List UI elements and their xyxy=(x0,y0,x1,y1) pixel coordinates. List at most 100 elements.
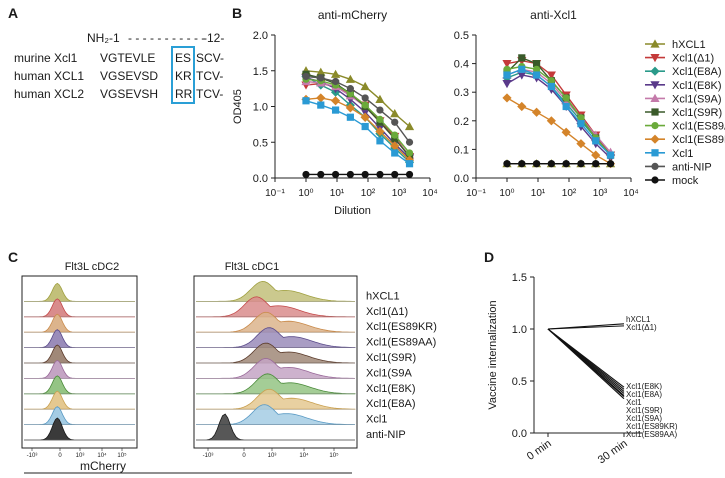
x-tick-label: 10³ xyxy=(593,188,608,199)
panel-b-letter: B xyxy=(232,5,242,21)
y-tick-label: 0.5 xyxy=(454,30,469,42)
histogram-label-hxcl1: hXCL1 xyxy=(366,290,400,302)
data-point-xcl1-es89aa- xyxy=(405,149,414,157)
data-point-xcl1 xyxy=(376,137,384,145)
series-label-xcl1-es89aa-: Xcl1(ES89AA) xyxy=(626,430,677,439)
y-tick-label: 0.4 xyxy=(454,59,469,71)
data-point-xcl1-es89kr- xyxy=(502,93,512,103)
data-point-xcl1-es89kr- xyxy=(576,139,586,149)
panel-d: D 0.0 0.5 1.0 1.5 Vaccine internalization 0 m… xyxy=(484,249,678,466)
data-point-anti-nip xyxy=(346,85,354,93)
x-tick-label: 10⁰ xyxy=(499,188,514,199)
legend-label-anti-nip: anti-NIP xyxy=(672,161,712,173)
data-point-xcl1-es89kr- xyxy=(531,107,542,117)
x-tick-label: 0 min xyxy=(525,438,554,463)
histogram-tick-label: 10⁴ xyxy=(299,452,309,459)
legend-marker-xcl1 xyxy=(651,149,659,157)
histogram-label-xcl1-es89kr-: Xcl1(ES89KR) xyxy=(366,321,437,333)
chart-d-internalization: 0.0 0.5 1.0 1.5 Vaccine internalization 0 min… xyxy=(487,272,678,466)
seq-row-post: TCV- xyxy=(196,87,223,101)
data-point-xcl1 xyxy=(547,82,555,91)
seq-header-right: -12- xyxy=(203,31,224,45)
data-point-xcl1-es89aa- xyxy=(577,114,585,122)
data-point-mock xyxy=(302,170,310,179)
data-point-mock xyxy=(405,170,414,179)
y-tick-label: 0.0 xyxy=(253,173,268,185)
seq-row-pre: VGSEVSD xyxy=(100,69,158,83)
y-tick-label: 1.0 xyxy=(253,102,268,114)
chart-b-legend: hXCL1 Xcl1(Δ1)Xcl1(E8A) Xcl1(E8K)Xcl1(S9A)… xyxy=(645,39,725,187)
series-label-hxcl1: hXCL1 xyxy=(626,315,651,324)
data-point-mock xyxy=(518,160,526,168)
data-point-mock xyxy=(503,160,511,168)
data-point-mock xyxy=(592,160,600,168)
panel-c: C Flt3L cDC2 Flt3L cDC1 hXCL1 Xcl1(Δ1) Xcl… xyxy=(8,249,437,474)
y-tick-label: 0.0 xyxy=(454,173,469,185)
panel-d-letter: D xyxy=(484,249,494,265)
data-point-xcl1 xyxy=(331,106,340,114)
data-point-xcl1 xyxy=(562,102,570,111)
data-point-xcl1 xyxy=(302,97,310,105)
y-tick-label: 0.1 xyxy=(454,144,469,156)
seq-row-label: human XCL2 xyxy=(14,87,84,101)
data-point-xcl1-es89aa- xyxy=(346,90,354,98)
histogram-tick-label: 0 xyxy=(242,453,246,459)
data-point-anti-nip xyxy=(302,72,310,81)
data-point-mock xyxy=(317,170,325,179)
data-point-xcl1-es89kr- xyxy=(390,141,400,151)
data-point-xcl1-es89aa- xyxy=(503,65,511,73)
seq-row-pre: VGTEVLE xyxy=(100,51,155,65)
data-point-mock xyxy=(391,170,399,179)
histogram-tick-label: -10³ xyxy=(203,453,214,459)
legend-label-mock: mock xyxy=(672,175,699,187)
histogram-tick-label: 10⁴ xyxy=(97,452,107,459)
legend-marker-xcl1-s9a- xyxy=(650,93,660,102)
data-point-xcl1-es89aa- xyxy=(532,65,541,73)
series-label-xcl1-e8a-: Xcl1(E8A) xyxy=(626,390,662,399)
data-point-xcl1 xyxy=(606,151,615,159)
histogram-tick-label: 0 xyxy=(58,453,62,459)
x-tick-label: 10⁴ xyxy=(623,188,638,199)
data-point-anti-nip xyxy=(331,77,340,86)
data-point-mock xyxy=(547,160,555,168)
series-label-xcl1: Xcl1 xyxy=(626,398,642,407)
y-axis-label: OD405 xyxy=(232,89,244,124)
y-tick-label: 0.5 xyxy=(253,137,268,149)
x-tick-label: 10¹ xyxy=(531,188,546,199)
seq-row-box: RR xyxy=(175,87,193,101)
data-point-hxcl1 xyxy=(404,121,415,131)
histogram-cdc1-title: Flt3L cDC1 xyxy=(225,261,280,273)
data-point-xcl1-1- xyxy=(546,71,556,80)
seq-highlight-box xyxy=(171,46,195,104)
data-point-xcl1 xyxy=(405,160,414,168)
data-point-xcl1 xyxy=(317,101,325,109)
histogram-stacks: hXCL1 Xcl1(Δ1) Xcl1(ES89KR) Xcl1(ES89AA) Xcl… xyxy=(24,280,437,459)
histogram-tick-label: 10³ xyxy=(268,453,277,459)
data-point-mock xyxy=(577,160,585,168)
x-axis-label: Dilution xyxy=(334,205,371,217)
legend-marker-xcl1-es89aa- xyxy=(651,122,659,130)
data-point-xcl1-e8k- xyxy=(502,80,512,89)
series-label-xcl1-s9r-: Xcl1(S9R) xyxy=(626,406,663,415)
data-point-xcl1 xyxy=(518,65,526,73)
data-point-hxcl1 xyxy=(375,94,385,103)
x-tick-label: 10² xyxy=(361,188,376,199)
seq-row-pre: VGSEVSH xyxy=(100,87,158,101)
data-point-mock xyxy=(376,170,384,179)
data-point-xcl1 xyxy=(577,120,585,128)
legend-marker-hxcl1 xyxy=(650,39,660,48)
legend-label-xcl1-s9r-: Xcl1(S9R) xyxy=(672,107,722,119)
data-point-xcl1-es89kr- xyxy=(561,127,571,137)
data-point-mock xyxy=(361,170,369,179)
chart-title-anti-xcl1: anti-Xcl1 xyxy=(530,8,577,22)
y-tick-label: 0.5 xyxy=(512,376,527,388)
histogram-cdc2-title: Flt3L cDC2 xyxy=(65,261,120,273)
seq-header-dashes: - - - - - - - - - - - xyxy=(128,31,205,45)
data-point-xcl1-es89kr- xyxy=(345,103,355,113)
series-line-xcl1-1- xyxy=(547,325,625,330)
x-tick-label: 10¹ xyxy=(330,188,345,199)
data-point-anti-nip xyxy=(317,74,325,82)
y-tick-label: 0.3 xyxy=(454,87,469,99)
panel-c-letter: C xyxy=(8,249,18,265)
histogram-cdc1-xcl1-1- xyxy=(196,296,355,318)
